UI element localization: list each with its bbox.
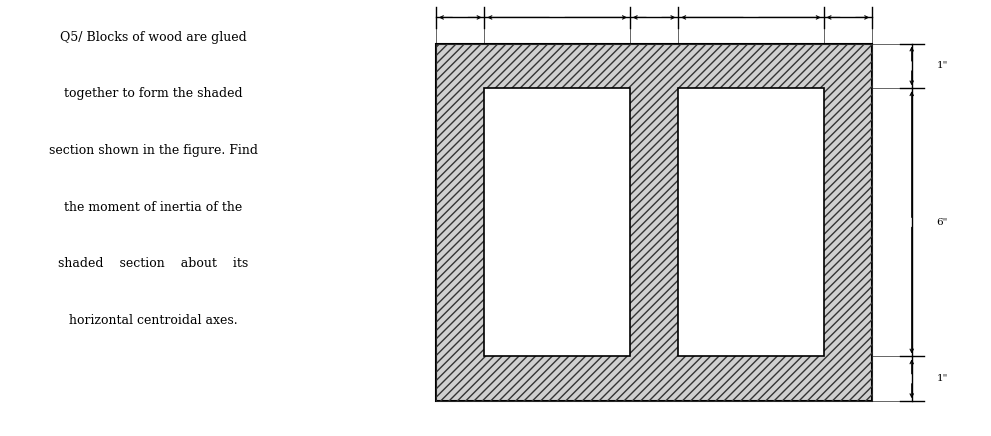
Text: 1": 1": [842, 0, 853, 2]
Text: Q5/ Blocks of wood are glued: Q5/ Blocks of wood are glued: [60, 31, 247, 44]
Text: shaded    section    about    its: shaded section about its: [58, 257, 249, 270]
Text: 1": 1": [936, 61, 947, 71]
Text: the moment of inertia of the: the moment of inertia of the: [64, 201, 243, 214]
Text: 1": 1": [455, 0, 466, 2]
Text: 1": 1": [936, 374, 947, 383]
Text: 3": 3": [551, 0, 563, 2]
Text: together to form the shaded: together to form the shaded: [64, 87, 243, 100]
Text: 6": 6": [936, 218, 947, 227]
Text: 3": 3": [745, 0, 757, 2]
FancyBboxPatch shape: [436, 44, 872, 401]
Text: 1": 1": [648, 0, 660, 2]
Text: horizontal centroidal axes.: horizontal centroidal axes.: [69, 314, 238, 327]
Text: section shown in the figure. Find: section shown in the figure. Find: [50, 144, 258, 157]
